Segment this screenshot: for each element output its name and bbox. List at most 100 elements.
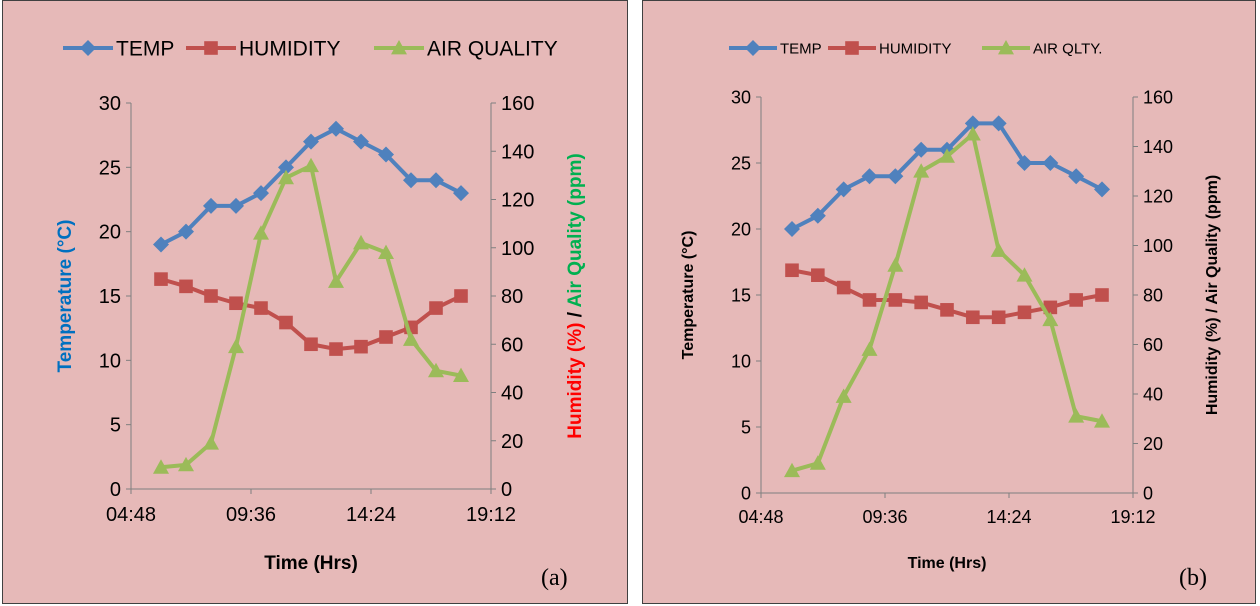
chart-b-series-1-point: [1095, 288, 1109, 302]
chart-b-series-2: [784, 126, 1110, 478]
chart-b-series-2-point: [1042, 311, 1059, 327]
chart-a-xtick-label: 09:36: [226, 504, 276, 526]
chart-b-series-0: [784, 115, 1110, 237]
chart-b-legend-label: AIR QLTY.: [1033, 40, 1102, 57]
chart-a-series-1-point: [304, 337, 318, 352]
chart-a-legend-marker: [391, 40, 407, 55]
chart-b-series-0-point: [809, 207, 826, 224]
chart-a-series-1-point: [154, 272, 168, 286]
chart-b-series-2-point: [939, 148, 955, 163]
chart-b-series-0-point: [784, 221, 800, 237]
chart-b-y-axis-right-label-part: Air Quality (ppm): [1204, 175, 1221, 305]
chart-b-series-0-line: [791, 121, 1103, 231]
chart-a-y-axis-right-label-part: Air Quality (ppm): [565, 153, 586, 307]
chart-b-series-2-point: [964, 126, 981, 141]
chart-b-x-axis-label: Time (Hrs): [908, 555, 987, 572]
chart-b-ytick-right-label: 100: [1143, 236, 1173, 256]
chart-b-series-1-point: [836, 280, 851, 295]
chart-a-y-axis-left-label: Temperature (°C): [55, 220, 76, 373]
chart-a-y-axis-right-label-part: Humidity (%): [565, 323, 586, 439]
chart-b-xtick-label: 04:48: [738, 507, 783, 527]
chart-a-series-2-point: [453, 367, 469, 383]
chart-b-series-1: [785, 263, 1109, 325]
chart-a-series-0-point: [328, 120, 344, 137]
chart-a-series-0-point: [203, 197, 219, 214]
chart-a-ytick-left-label: 0: [110, 479, 121, 501]
chart-a-y-axis-right-label: Humidity (%) / Air Quality (ppm): [565, 153, 586, 438]
chart-a-ytick-left-label: 30: [99, 93, 121, 115]
chart-a-series-2-point: [228, 338, 244, 354]
chart-a-xtick-label: 04:48: [106, 504, 156, 526]
chart-a-ytick-right-label: 60: [501, 334, 523, 356]
chart-b-series-0-point: [835, 181, 852, 198]
chart-b-ytick-left-label: 20: [731, 219, 751, 239]
chart-b-series-1-point: [966, 310, 980, 325]
chart-b-series-2-point: [1094, 413, 1110, 428]
chart-a-ytick-right-label: 120: [501, 190, 534, 212]
chart-b-legend-label: HUMIDITY: [879, 40, 952, 57]
chart-b-series-0-point: [990, 115, 1007, 132]
chart-a-series-0-point: [278, 159, 294, 176]
chart-a-legend-marker: [80, 40, 96, 56]
chart-b-ytick-right-label: 120: [1143, 186, 1173, 206]
chart-b-ytick-right-label: 40: [1143, 384, 1163, 404]
chart-a-series-0-point: [228, 197, 244, 214]
chart-a-series-2-point: [278, 169, 294, 185]
chart-a-ytick-right-label: 140: [501, 141, 534, 163]
chart-b-xtick-label: 19:12: [1110, 507, 1155, 527]
chart-b-y-axis-right-label: Humidity (%) / Air Quality (ppm): [1204, 175, 1221, 415]
chart-a-y-axis-right-label-part: /: [565, 307, 586, 322]
chart-b-ytick-right-label: 140: [1143, 137, 1173, 157]
chart-a-legend-marker: [204, 41, 218, 55]
chart-b-series-1-point: [1069, 293, 1083, 307]
chart-b-ytick-left-label: 10: [731, 351, 751, 371]
chart-b-y-axis-left-label: Temperature (°C): [680, 231, 697, 360]
chart-a-series-2-point: [353, 234, 369, 250]
chart-b-ytick-right-label: 160: [1143, 87, 1173, 107]
chart-b-legend-label: TEMP: [780, 40, 822, 57]
chart-b-series-2-point: [887, 257, 904, 272]
chart-a-series-0-point: [253, 185, 269, 202]
chart-a-series-1-point: [329, 342, 343, 356]
chart-a-series-1-point: [279, 315, 293, 330]
chart-b-series-0-point: [861, 168, 878, 185]
chart-a-svg: 0 5 10 15 20 25 30 0 20 40 60 80 100 120 140 160 04:48 09…: [55, 38, 586, 574]
chart-a-x-axis-label: Time (Hrs): [264, 553, 358, 574]
chart-b-ytick-left-label: 30: [731, 87, 751, 107]
chart-a-series-2-point: [153, 459, 169, 474]
chart-b-legend-marker: [998, 40, 1014, 55]
chart-a-ytick-right-label: 100: [501, 238, 534, 260]
chart-b-series-2-point: [809, 455, 826, 470]
chart-a-series-1-point: [354, 339, 368, 354]
chart-b-ytick-left-label: 5: [741, 417, 751, 437]
chart-b-series-1-point: [991, 310, 1006, 325]
chart-a-ytick-left-label: 5: [110, 415, 121, 437]
chart-panel-b: 0 5 10 15 20 25 30 0 20 40 60 80 100 120 140 160 04:48 09…: [642, 0, 1256, 604]
chart-panel-a: 0 5 10 15 20 25 30 0 20 40 60 80 100 120 140 160 04:48 09…: [2, 0, 628, 604]
chart-a-series-2-point: [203, 435, 219, 450]
chart-b-series-2-point: [784, 462, 800, 478]
chart-a-series-2-point: [403, 331, 419, 346]
chart-b-series-2-point: [913, 163, 930, 178]
chart-a-ytick-right-label: 0: [501, 479, 512, 501]
chart-b-ytick-left-label: 25: [731, 153, 751, 173]
chart-a-xtick-label: 19:12: [466, 504, 516, 526]
chart-a-ytick-right-label: 20: [501, 431, 523, 453]
chart-b-legend: TEMP HUMIDITY AIR QLTY.: [729, 40, 1102, 57]
chart-b-series-2-point: [861, 341, 878, 356]
chart-b-series-0-point: [964, 115, 981, 132]
chart-a-series-0-point: [153, 236, 169, 253]
chart-a-series-1-point: [429, 301, 443, 315]
chart-a-series-0-point: [428, 172, 444, 189]
chart-b-ytick-left-label: 15: [731, 285, 751, 305]
chart-a-ytick-left-label: 20: [99, 222, 121, 244]
chart-a-series-0-point: [378, 146, 394, 163]
chart-b-series-1-point: [1017, 305, 1032, 320]
panel-label-b: (b): [1179, 565, 1207, 591]
chart-a-series-1-point: [179, 279, 193, 294]
chart-b-ytick-right-label: 20: [1143, 434, 1163, 454]
chart-b-y-axis-right-label-part: Humidity (%): [1204, 317, 1221, 415]
chart-a-series-2: [153, 157, 469, 474]
chart-a-series-1: [154, 272, 468, 356]
chart-b-xtick-label: 14:24: [986, 507, 1031, 527]
